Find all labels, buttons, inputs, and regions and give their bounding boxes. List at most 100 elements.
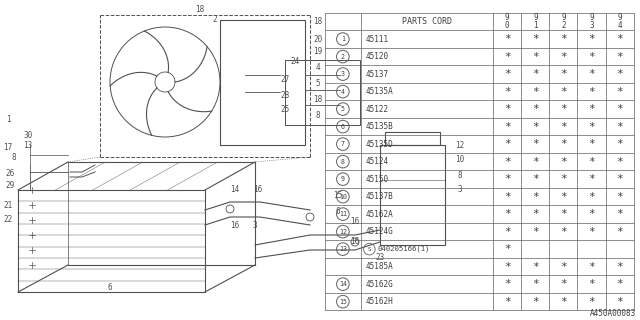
Text: 23: 23 xyxy=(376,253,385,262)
Text: *: * xyxy=(560,139,567,149)
Text: 16: 16 xyxy=(253,186,262,195)
Text: 15: 15 xyxy=(333,190,342,199)
Text: *: * xyxy=(560,192,567,202)
Text: 30: 30 xyxy=(24,131,33,140)
Text: 14: 14 xyxy=(339,281,347,287)
Text: *: * xyxy=(588,104,595,114)
Text: *: * xyxy=(588,174,595,184)
Text: *: * xyxy=(560,52,567,61)
Text: 3: 3 xyxy=(253,220,257,229)
Text: 45162A: 45162A xyxy=(365,210,394,219)
Text: 13: 13 xyxy=(24,140,33,149)
Text: *: * xyxy=(560,279,567,289)
Text: *: * xyxy=(532,34,539,44)
Text: *: * xyxy=(532,52,539,61)
Text: 45137B: 45137B xyxy=(365,192,394,201)
Text: 45150: 45150 xyxy=(365,175,388,184)
Text: *: * xyxy=(504,174,511,184)
Text: 14: 14 xyxy=(230,186,239,195)
Text: *: * xyxy=(504,192,511,202)
Text: 8: 8 xyxy=(458,171,462,180)
Text: *: * xyxy=(588,262,595,272)
Text: 9: 9 xyxy=(341,176,345,182)
Text: *: * xyxy=(532,139,539,149)
Text: 9
1: 9 1 xyxy=(533,13,538,30)
Text: 8: 8 xyxy=(341,159,345,164)
Text: *: * xyxy=(616,139,623,149)
Text: 45137: 45137 xyxy=(365,69,388,79)
Text: *: * xyxy=(588,87,595,97)
Text: 3: 3 xyxy=(458,186,462,195)
Text: *: * xyxy=(504,122,511,132)
Text: 4: 4 xyxy=(341,89,345,95)
Text: 6: 6 xyxy=(108,283,112,292)
Text: 45122: 45122 xyxy=(365,105,388,114)
Text: *: * xyxy=(532,87,539,97)
Text: *: * xyxy=(616,227,623,236)
Text: 18: 18 xyxy=(195,5,205,14)
Text: *: * xyxy=(560,69,567,79)
Text: 24: 24 xyxy=(291,58,300,67)
Text: 19: 19 xyxy=(314,47,323,57)
Text: 16: 16 xyxy=(350,218,360,227)
Text: 2: 2 xyxy=(212,15,218,25)
Text: S: S xyxy=(367,247,371,252)
Text: 45120: 45120 xyxy=(365,52,388,61)
Text: PARTS CORD: PARTS CORD xyxy=(402,17,452,26)
Text: *: * xyxy=(616,156,623,167)
Text: 45135B: 45135B xyxy=(365,122,394,131)
Text: 45111: 45111 xyxy=(365,35,388,44)
Text: *: * xyxy=(532,262,539,272)
Text: 040205166(1): 040205166(1) xyxy=(377,246,429,252)
Text: *: * xyxy=(588,52,595,61)
Text: *: * xyxy=(532,69,539,79)
Text: 45124G: 45124G xyxy=(365,227,394,236)
Text: 45162G: 45162G xyxy=(365,280,394,289)
Text: *: * xyxy=(532,192,539,202)
Text: 7: 7 xyxy=(341,141,345,147)
Text: *: * xyxy=(588,192,595,202)
Text: 12: 12 xyxy=(339,228,347,235)
Text: *: * xyxy=(616,297,623,307)
Text: 21: 21 xyxy=(3,201,13,210)
Text: *: * xyxy=(560,122,567,132)
Text: *: * xyxy=(504,297,511,307)
Text: 45185A: 45185A xyxy=(365,262,394,271)
Text: 4: 4 xyxy=(316,63,320,73)
Text: *: * xyxy=(560,104,567,114)
Text: 20: 20 xyxy=(314,36,323,44)
Text: *: * xyxy=(616,279,623,289)
Text: 11: 11 xyxy=(339,211,347,217)
Text: A450A00083: A450A00083 xyxy=(589,309,636,318)
Text: *: * xyxy=(560,209,567,219)
Text: *: * xyxy=(588,69,595,79)
Text: *: * xyxy=(616,52,623,61)
Text: 10: 10 xyxy=(339,194,347,200)
Text: 1: 1 xyxy=(341,36,345,42)
Text: *: * xyxy=(560,34,567,44)
Text: 9
2: 9 2 xyxy=(561,13,566,30)
Text: *: * xyxy=(616,34,623,44)
Text: *: * xyxy=(504,69,511,79)
Text: *: * xyxy=(504,104,511,114)
Text: 13: 13 xyxy=(339,246,347,252)
Text: 25: 25 xyxy=(280,106,290,115)
Text: *: * xyxy=(504,279,511,289)
Text: *: * xyxy=(588,122,595,132)
Text: *: * xyxy=(616,104,623,114)
Text: *: * xyxy=(504,34,511,44)
Text: *: * xyxy=(504,262,511,272)
Text: 9
4: 9 4 xyxy=(617,13,622,30)
Text: 45135D: 45135D xyxy=(365,140,394,148)
Text: *: * xyxy=(616,174,623,184)
Text: 5: 5 xyxy=(316,79,320,89)
Text: 8: 8 xyxy=(12,153,16,162)
Text: 12: 12 xyxy=(456,140,465,149)
Text: 10: 10 xyxy=(456,156,465,164)
Text: 16: 16 xyxy=(230,220,239,229)
Text: *: * xyxy=(588,156,595,167)
Text: *: * xyxy=(504,139,511,149)
Text: *: * xyxy=(504,209,511,219)
Text: *: * xyxy=(560,227,567,236)
Text: 15: 15 xyxy=(339,299,347,305)
